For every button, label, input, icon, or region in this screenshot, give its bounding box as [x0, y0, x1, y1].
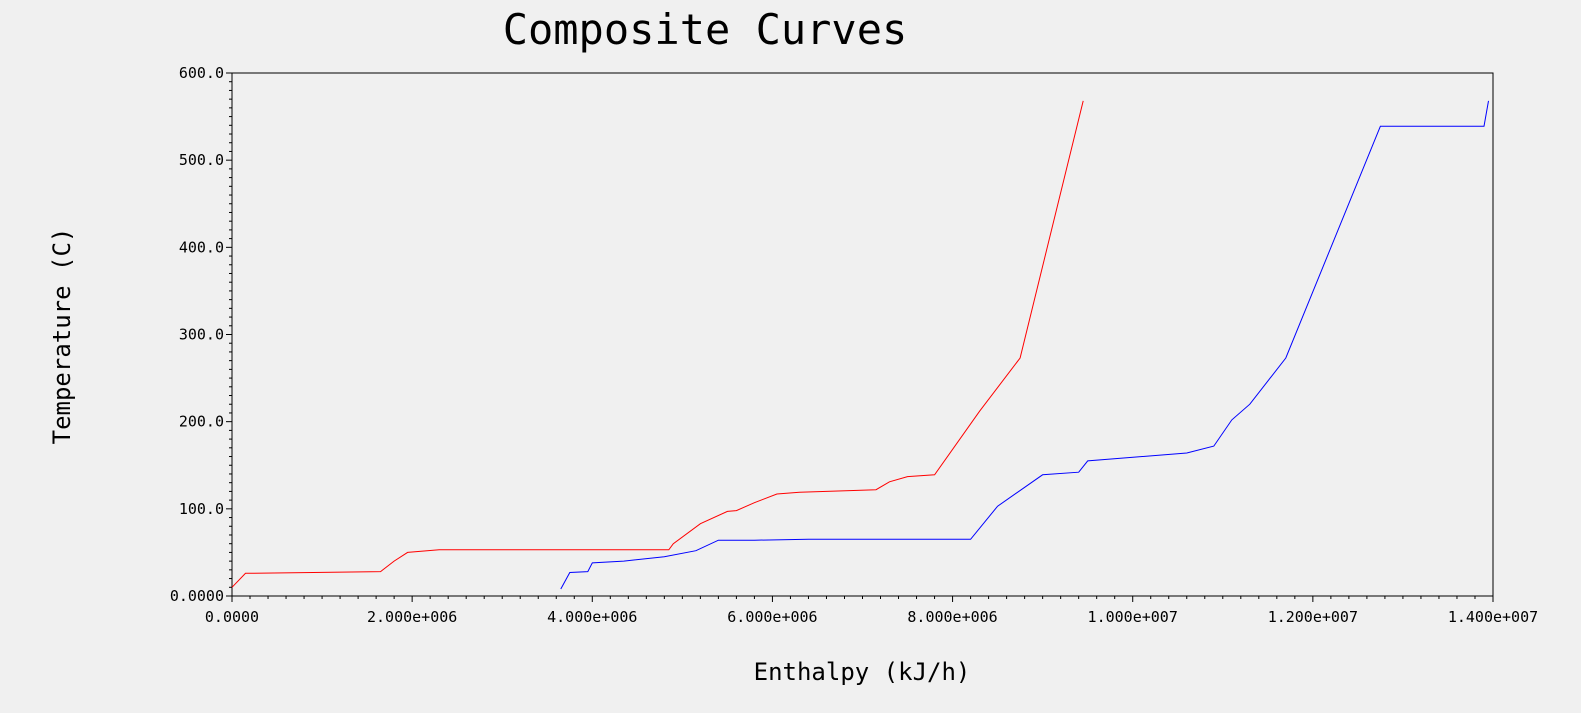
axis-ticks: 0.0000 100.0 200.0 300.0 400.0 500.0 600.0 0.00…: [170, 64, 1538, 626]
y-axis-label: Temperature (C): [48, 228, 76, 445]
x-tick-label: 8.000e+006: [907, 608, 997, 626]
y-tick-label: 500.0: [179, 151, 224, 169]
y-tick-label: 300.0: [179, 326, 224, 344]
x-tick-label: 1.000e+007: [1088, 608, 1178, 626]
plot-area: [231, 72, 1494, 597]
x-tick-label: 4.000e+006: [547, 608, 637, 626]
y-tick-label: 400.0: [179, 238, 224, 256]
y-tick-label: 100.0: [179, 500, 224, 518]
series-line-0: [231, 100, 1084, 588]
x-tick-label: 1.400e+007: [1448, 608, 1538, 626]
x-axis-label: Enthalpy (kJ/h): [754, 658, 971, 686]
series-group: [231, 100, 1489, 590]
chart-title: Composite Curves: [503, 5, 908, 54]
x-tick-label: 0.0000: [205, 608, 259, 626]
x-tick-label: 2.000e+006: [367, 608, 457, 626]
series-line-1: [560, 100, 1489, 590]
y-tick-label: 0.0000: [170, 587, 224, 605]
x-tick-label: 1.200e+007: [1268, 608, 1358, 626]
x-tick-label: 6.000e+006: [727, 608, 817, 626]
y-tick-label: 200.0: [179, 413, 224, 431]
y-tick-label: 600.0: [179, 64, 224, 82]
